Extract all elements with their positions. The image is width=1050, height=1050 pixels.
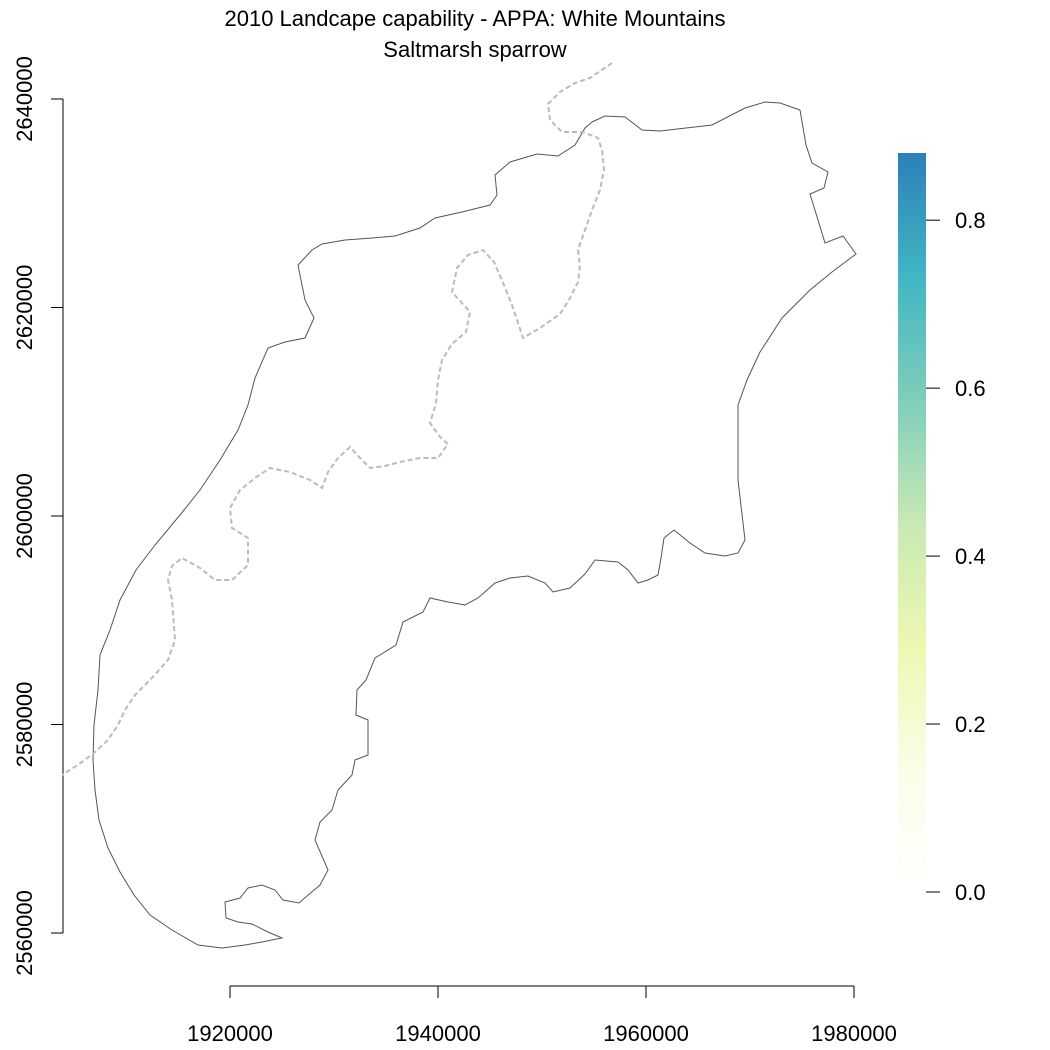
x-axis: 1920000 1940000 1960000 1980000 [187,985,897,1046]
colorbar-tick-label: 0.2 [955,712,986,737]
y-tick-label: 2620000 [12,265,37,351]
colorbar [898,153,926,892]
x-tick-label: 1960000 [603,1021,689,1046]
y-tick-label: 2580000 [12,682,37,768]
colorbar-axis: 0.0 0.2 0.4 0.6 0.8 [926,208,986,905]
colorbar-tick-label: 0.6 [955,376,986,401]
colorbar-tick-label: 0.4 [955,544,986,569]
y-axis: 2560000 2580000 2600000 2620000 2640000 [12,56,64,976]
chart-subtitle: Saltmarsh sparrow [383,37,567,62]
chart-title: 2010 Landcape capability - APPA: White M… [224,6,725,31]
y-tick-label: 2560000 [12,890,37,976]
colorbar-tick-label: 0.8 [955,208,986,233]
colorbar-tick-label: 0.0 [955,880,986,905]
x-tick-label: 1980000 [811,1021,897,1046]
region-boundary [92,101,857,949]
y-tick-label: 2640000 [12,56,37,142]
x-tick-label: 1940000 [395,1021,481,1046]
state-line-dashed [61,62,613,776]
y-tick-label: 2600000 [12,473,37,559]
x-tick-label: 1920000 [187,1021,273,1046]
